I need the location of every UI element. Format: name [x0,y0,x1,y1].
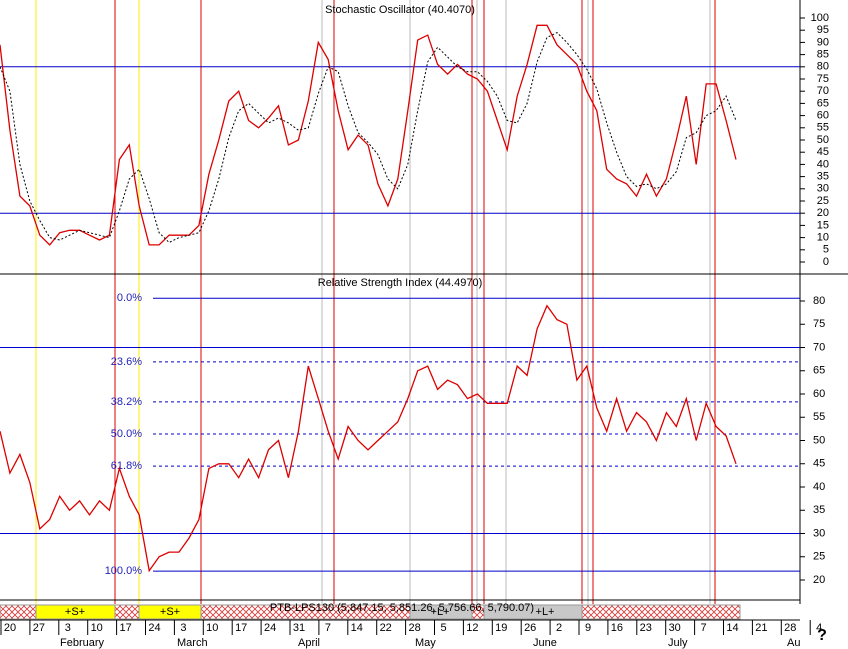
y-tick-label: 55 [813,411,825,423]
x-tick-label: 23 [640,622,652,634]
x-tick-label: 28 [408,622,420,634]
fib-label: 23.6% [111,356,142,368]
y-tick-label: 85 [817,49,829,61]
y-tick-label: 75 [813,318,825,330]
signal-label: +S+ [65,606,85,618]
x-tick-label: 3 [180,622,186,634]
y-tick-label: 15 [817,219,829,231]
x-tick-label: 17 [235,622,247,634]
x-tick-label: 21 [755,622,767,634]
x-tick-label: 14 [726,622,738,634]
y-tick-label: 40 [817,158,829,170]
x-tick-label: 2 [556,622,562,634]
y-tick-label: 20 [817,207,829,219]
month-label: April [298,637,320,649]
strip-label: PTB-LPS130 (5,847.15, 5,851.26, 5,756.66… [270,602,534,614]
x-tick-label: 24 [264,622,276,634]
y-tick-label: 50 [813,434,825,446]
y-tick-label: 25 [813,551,825,563]
y-tick-label: 55 [817,122,829,134]
y-tick-label: 70 [817,85,829,97]
y-tick-label: 30 [813,527,825,539]
x-tick-label: 14 [351,622,363,634]
x-tick-label: 7 [325,622,331,634]
fib-label: 38.2% [111,396,142,408]
fib-label: 100.0% [105,565,143,577]
month-label: May [415,637,436,649]
x-tick-label: 4 [816,622,822,634]
y-tick-label: 20 [813,574,825,586]
y-tick-label: 90 [817,36,829,48]
y-tick-label: 10 [817,232,829,244]
y-tick-label: 100 [811,12,829,24]
fib-label: 50.0% [111,428,142,440]
panel-title: Stochastic Oscillator (40.4070) [325,4,475,16]
x-tick-label: 17 [119,622,131,634]
x-tick-label: 10 [206,622,218,634]
month-label: February [60,637,105,649]
fib-label: 61.8% [111,460,142,472]
y-tick-label: 0 [823,256,829,268]
signal-label: +S+ [160,606,180,618]
x-tick-label: 24 [148,622,160,634]
y-tick-label: 60 [813,388,825,400]
y-tick-label: 80 [817,61,829,73]
month-label: March [177,637,208,649]
y-tick-label: 35 [817,171,829,183]
help-icon[interactable]: ? [817,627,827,644]
y-tick-label: 75 [817,73,829,85]
month-label: Au [787,637,800,649]
y-tick-label: 95 [817,24,829,36]
y-tick-label: 70 [813,341,825,353]
y-tick-label: 45 [817,146,829,158]
x-tick-label: 20 [4,622,16,634]
series-line [0,304,737,573]
y-tick-label: 65 [813,365,825,377]
y-tick-label: 50 [817,134,829,146]
x-tick-label: 19 [495,622,507,634]
x-tick-label: 16 [611,622,623,634]
x-tick-label: 10 [91,622,103,634]
x-tick-label: 7 [701,622,707,634]
panel-title: Relative Strength Index (44.4970) [318,277,483,289]
y-tick-label: 5 [823,244,829,256]
fib-label: 0.0% [117,292,142,304]
y-tick-label: 25 [817,195,829,207]
month-label: June [533,637,557,649]
x-tick-label: 5 [440,622,446,634]
x-tick-label: 9 [585,622,591,634]
x-tick-label: 12 [466,622,478,634]
y-tick-label: 30 [817,183,829,195]
x-tick-label: 22 [380,622,392,634]
x-tick-label: 3 [65,622,71,634]
x-tick-label: 27 [33,622,45,634]
y-tick-label: 35 [813,504,825,516]
x-tick-label: 31 [293,622,305,634]
y-tick-label: 45 [813,458,825,470]
y-tick-label: 40 [813,481,825,493]
x-tick-label: 26 [524,622,536,634]
event-lines [35,0,716,604]
x-tick-label: 28 [784,622,796,634]
series-line [0,31,737,244]
month-label: July [668,637,688,649]
series-line [0,24,737,246]
y-tick-label: 80 [813,295,825,307]
y-tick-label: 60 [817,110,829,122]
signal-label: +L+ [536,606,555,618]
y-tick-label: 65 [817,97,829,109]
signal-strip: +S+ +S+ +L+ +L+ PTB-LPS130 (5,847.15, 5,… [0,602,741,620]
signal-label: +L+ [431,606,450,618]
x-tick-label: 30 [669,622,681,634]
